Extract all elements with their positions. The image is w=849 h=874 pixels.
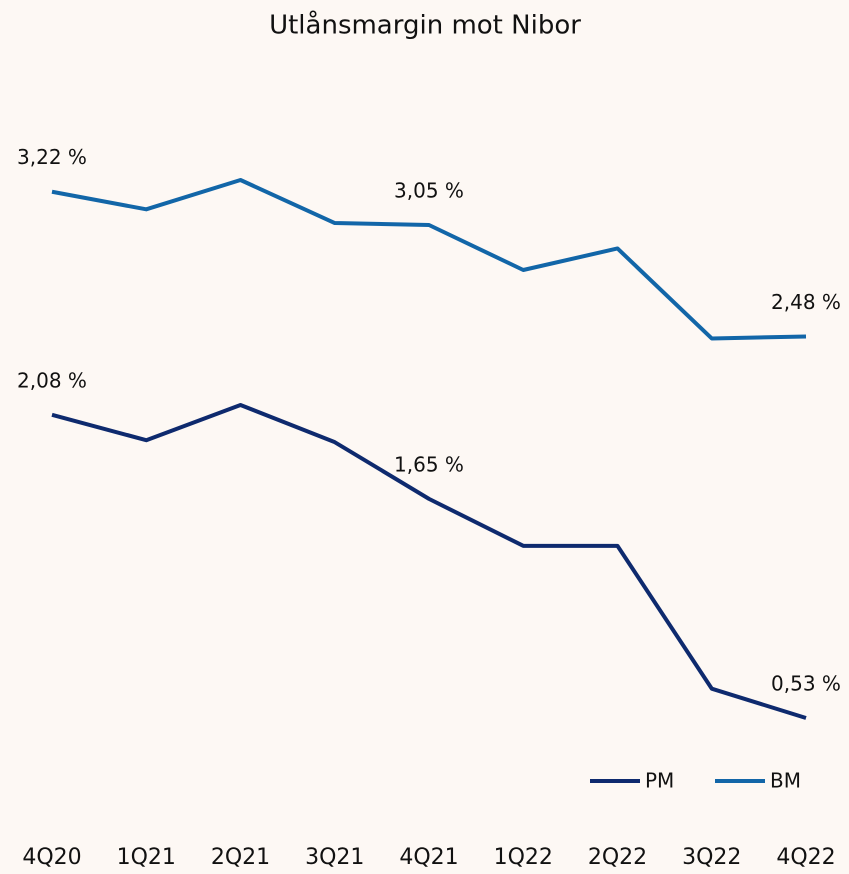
series-line [51,178,807,341]
x-tick-label: 1Q22 [494,845,553,870]
x-tick-label: 4Q21 [399,845,458,870]
x-tick-label: 3Q22 [682,845,741,870]
series-line [51,402,807,720]
x-tick-label: 3Q21 [305,845,364,870]
data-label: 2,48 % [771,290,841,314]
chart-title: Utlånsmargin mot Nibor [269,10,581,41]
data-label: 3,22 % [17,145,87,169]
data-label: 0,53 % [771,672,841,696]
x-tick-label: 2Q22 [588,845,647,870]
x-tick-label: 4Q20 [22,845,81,870]
data-label: 3,05 % [394,178,464,202]
x-tick-label: 1Q21 [117,845,176,870]
legend-label: PM [645,769,674,793]
x-tick-label: 2Q21 [211,845,270,870]
data-label: 1,65 % [394,452,464,476]
x-tick-label: 4Q22 [776,845,835,870]
data-label: 2,08 % [17,368,87,392]
legend-label: BM [770,769,801,793]
